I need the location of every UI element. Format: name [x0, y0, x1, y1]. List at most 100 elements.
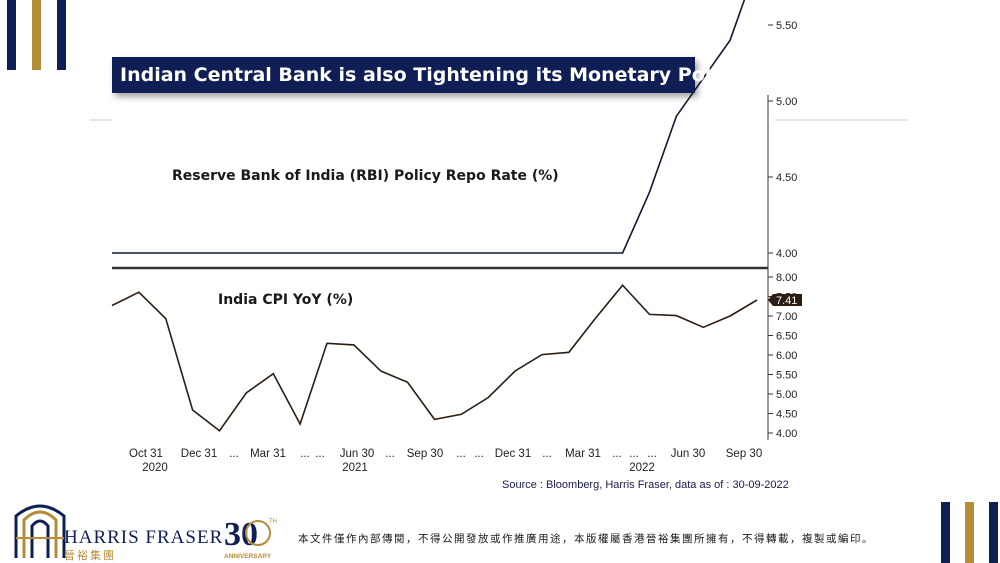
bottom-right-navy-bar-1: [941, 502, 950, 563]
repo-rate-point: [380, 252, 382, 254]
cpi-point: [219, 430, 221, 432]
disclaimer-text: 本文件僅作內部傳閱，不得公開發放或作推廣用途，本版權屬香港晉裕集團所擁有，不得轉…: [298, 533, 874, 545]
repo-y-tick-label: 5.00: [776, 96, 797, 108]
x-tick-label: ...: [315, 448, 325, 460]
x-tick-label: ...: [385, 448, 395, 460]
cpi-point: [541, 354, 543, 356]
cpi-point: [461, 413, 463, 415]
anniversary-label: ANNIVERSARY: [224, 553, 272, 560]
x-tick-label: ...: [300, 448, 310, 460]
cpi-point: [246, 392, 248, 394]
cpi-y-tick-label: 6.50: [776, 331, 797, 343]
repo-rate-point: [192, 252, 194, 254]
repo-rate-point: [649, 191, 651, 193]
repo-rate-point: [434, 252, 436, 254]
cpi-point: [272, 373, 274, 375]
cpi-point: [326, 343, 328, 345]
cpi-point: [595, 317, 597, 319]
repo-rate-point: [568, 252, 570, 254]
top-left-navy-bar-2: [57, 0, 66, 70]
cpi-point: [353, 344, 355, 346]
cpi-point: [622, 284, 624, 286]
cpi-y-tick-label: 6.00: [776, 350, 797, 362]
repo-rate-series-line: [112, 0, 746, 254]
repo-rate-point: [595, 252, 597, 254]
cpi-point: [649, 314, 651, 316]
repo-rate-point: [219, 252, 221, 254]
cpi-point: [676, 315, 678, 317]
x-tick-label: Sep 30: [726, 448, 762, 460]
repo-y-tick-label: 5.50: [776, 20, 797, 32]
cpi-y-tick-label: 5.50: [776, 370, 797, 382]
cpi-last-value-tag: [768, 294, 802, 307]
repo-rate-point: [326, 252, 328, 254]
x-tick-label: Jun 30: [340, 448, 375, 460]
x-tick-label: Mar 31: [250, 448, 286, 460]
repo-rate-point: [407, 252, 409, 254]
repo-rate-point: [487, 252, 489, 254]
cpi-y-tick-label: 4.00: [776, 428, 797, 440]
cpi-point: [165, 318, 167, 320]
harris-fraser-logo-mark: [14, 504, 66, 558]
cpi-point: [729, 315, 731, 317]
anniversary-sup: TH: [269, 519, 277, 525]
cpi-point: [111, 305, 113, 307]
cpi-series-line: [111, 283, 758, 432]
repo-rate-point: [299, 252, 301, 254]
repo-rate-point: [676, 115, 678, 117]
x-tick-label: Dec 31: [495, 448, 531, 460]
x-tick-label: ...: [456, 448, 466, 460]
x-tick-label: ...: [229, 448, 239, 460]
x-tick-label: ...: [612, 448, 622, 460]
bottom-right-gold-bar: [965, 502, 974, 563]
cpi-point: [138, 291, 140, 293]
cpi-point: [487, 397, 489, 399]
top-left-navy-bar-1: [7, 0, 16, 70]
x-tick-label: Mar 31: [565, 448, 601, 460]
repo-rate-point: [729, 39, 731, 41]
source-note: Source : Bloomberg, Harris Fraser, data …: [502, 479, 789, 491]
cpi-point: [514, 370, 516, 372]
cpi-last-value-label: 7.41: [776, 295, 797, 307]
cpi-y-tick-label: 4.50: [776, 409, 797, 421]
repo-rate-point: [514, 252, 516, 254]
x-tick-label: ...: [629, 448, 639, 460]
x-year-label: 2020: [142, 462, 168, 474]
30th-anniversary-badge: 30 TH ANNIVERSARY: [224, 516, 277, 560]
cpi-point: [299, 423, 301, 425]
cpi-y-tick-label: 5.00: [776, 389, 797, 401]
repo-rate-point: [353, 252, 355, 254]
brand-name: HARRIS FRASER: [64, 527, 224, 548]
x-tick-label: ...: [542, 448, 552, 460]
x-tick-label: Oct 31: [129, 448, 163, 460]
repo-y-tick-label: 4.50: [776, 172, 797, 184]
repo-rate-point: [461, 252, 463, 254]
cpi-y-tick-label: 7.00: [776, 311, 797, 323]
repo-panel-label: Reserve Bank of India (RBI) Policy Repo …: [172, 168, 559, 184]
x-year-label: 2022: [629, 462, 655, 474]
x-tick-label: ...: [647, 448, 657, 460]
repo-rate-point: [272, 252, 274, 254]
x-tick-label: ...: [474, 448, 484, 460]
repo-rate-point: [165, 252, 167, 254]
cpi-point: [756, 299, 758, 301]
bottom-right-navy-bar-2: [989, 502, 998, 563]
x-year-label: 2021: [342, 462, 368, 474]
x-tick-label: Jun 30: [671, 448, 706, 460]
cpi-point: [380, 370, 382, 372]
x-tick-label: Dec 31: [181, 448, 217, 460]
repo-rate-point: [246, 252, 248, 254]
cpi-point: [434, 419, 436, 421]
cpi-point: [407, 382, 409, 384]
x-tick-label: Sep 30: [407, 448, 443, 460]
top-left-gold-bar: [32, 0, 41, 70]
brand-chinese-name: 晉裕集團: [64, 549, 116, 562]
repo-rate-point: [111, 252, 113, 254]
repo-rate-point: [622, 252, 624, 254]
cpi-point: [568, 351, 570, 353]
cpi-panel-label: India CPI YoY (%): [218, 292, 353, 308]
cpi-y-tick-label: 8.00: [776, 272, 797, 284]
cpi-point: [702, 327, 704, 329]
cpi-point: [192, 409, 194, 411]
